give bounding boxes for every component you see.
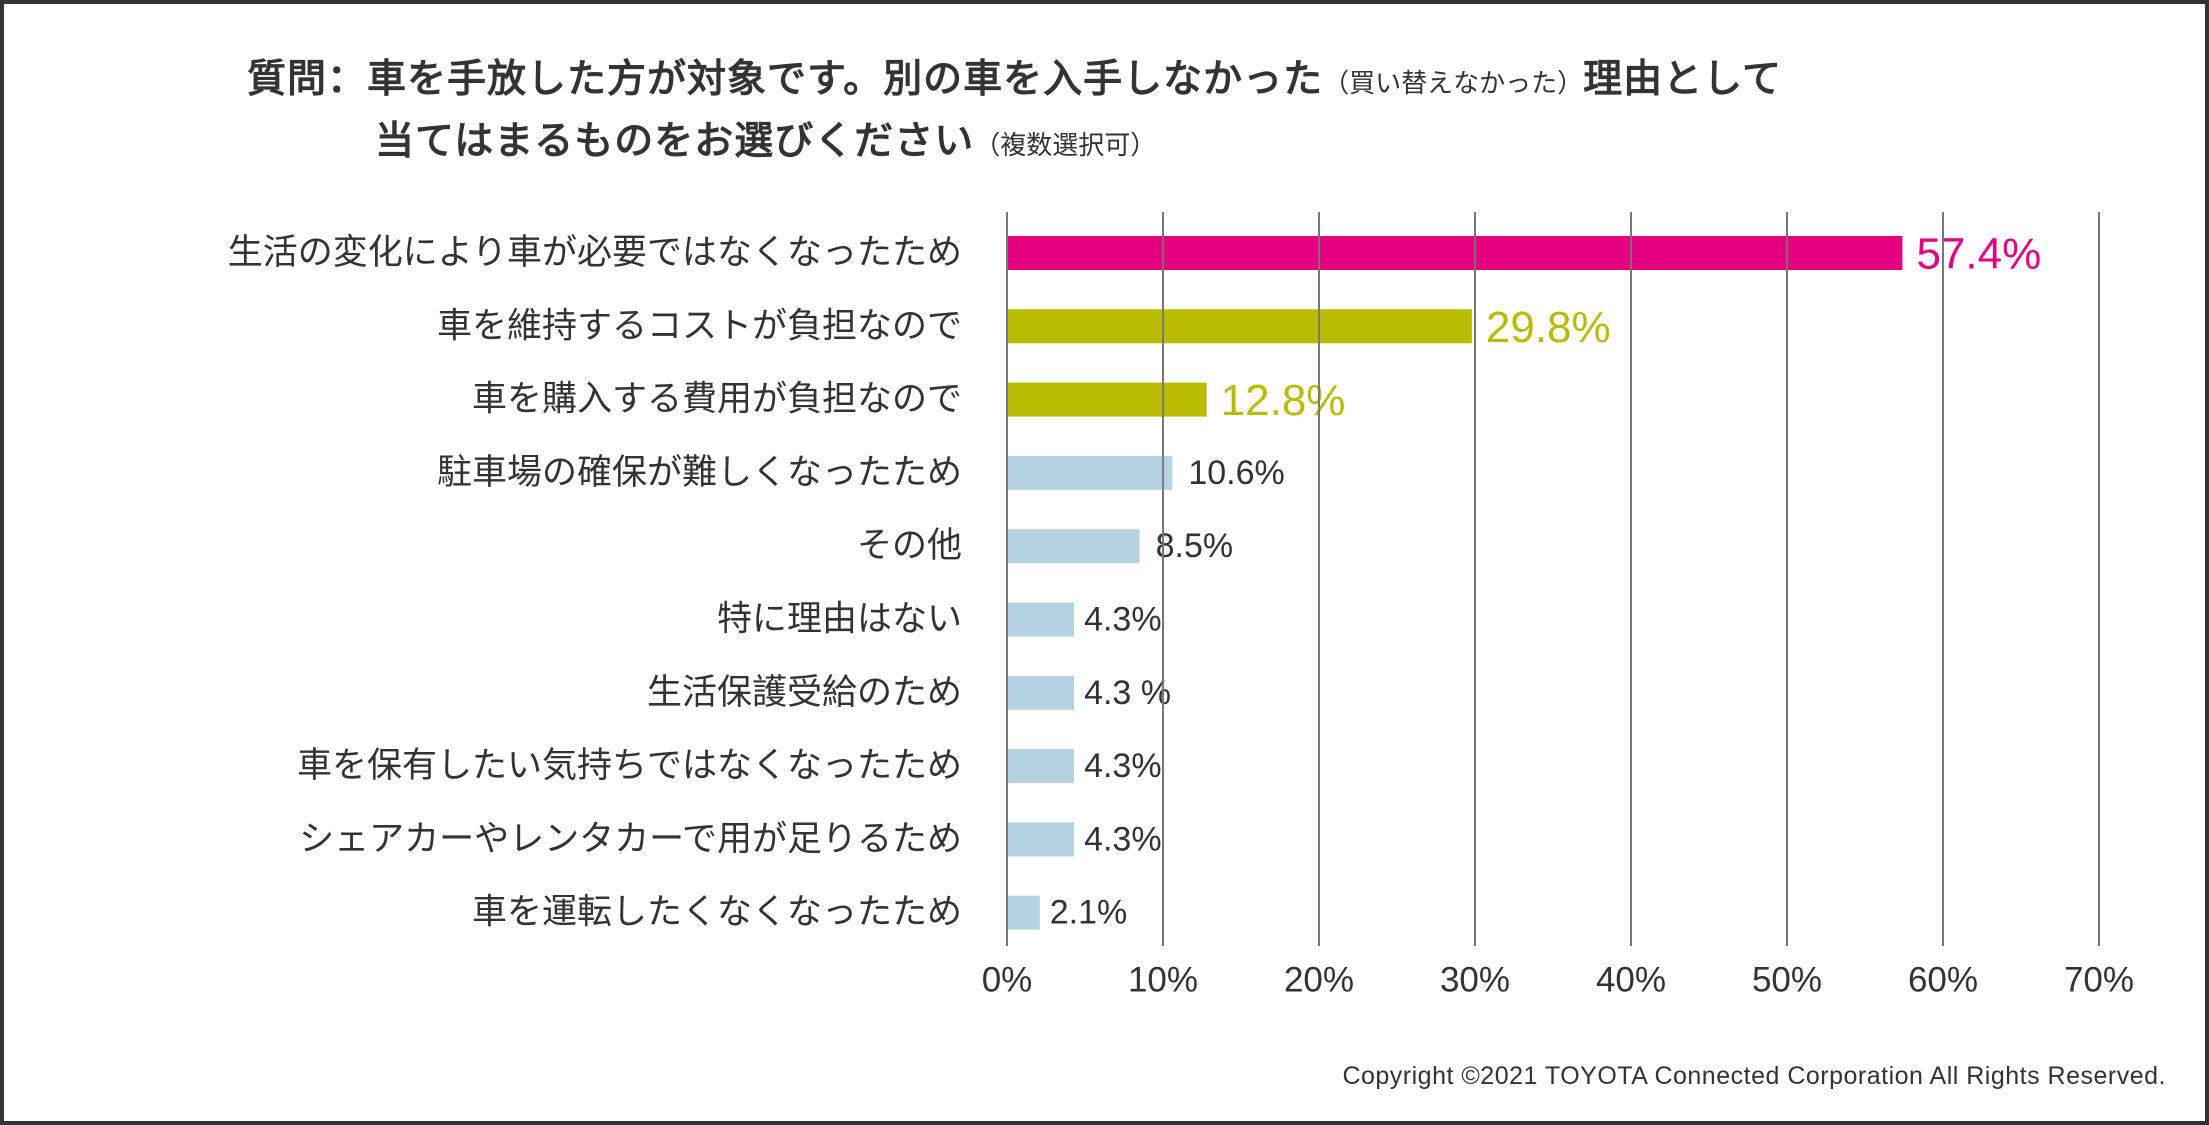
chart-title-line-1: 質問：車を手放した方が対象です。別の車を入手しなかった（買い替えなかった）理由と… bbox=[247, 56, 1782, 108]
bar bbox=[1007, 309, 1472, 344]
category-label: 特に理由はない bbox=[717, 600, 962, 640]
category-label: その他 bbox=[857, 526, 962, 566]
chart-title-line-2: 当てはまるものをお選びください（複数選択可） bbox=[375, 118, 1156, 170]
bar bbox=[1007, 455, 1173, 490]
bar bbox=[1007, 895, 1040, 930]
x-axis-tick-labels: 0% 10% 20% 30% 40% 50% 60% 70% bbox=[982, 961, 2134, 1000]
category-label: 車を保有したい気持ちではなくなったため bbox=[297, 746, 962, 786]
bar bbox=[1007, 602, 1075, 637]
x-tick-label: 60% bbox=[1908, 961, 1978, 1000]
bar bbox=[1007, 675, 1075, 710]
data-label: 4.3% bbox=[1084, 820, 1162, 858]
bar-chart: 生活の変化により車が必要ではなくなったため車を維持するコストが負担なので車を購入… bbox=[228, 212, 2134, 1000]
bar bbox=[1007, 529, 1140, 564]
title-instruction: 当てはまるものをお選びください bbox=[375, 119, 975, 164]
category-label: シェアカーやレンタカーで用が足りるため bbox=[299, 819, 962, 859]
bar bbox=[1007, 236, 1903, 270]
x-tick-label: 0% bbox=[982, 961, 1033, 1000]
data-label: 8.5% bbox=[1156, 527, 1234, 565]
copyright-notice: Copyright ©2021 TOYOTA Connected Corpora… bbox=[1342, 1062, 2166, 1090]
x-tick-label: 40% bbox=[1596, 961, 1666, 1000]
category-labels: 生活の変化により車が必要ではなくなったため車を維持するコストが負担なので車を購入… bbox=[228, 233, 962, 933]
category-label: 駐車場の確保が難しくなったため bbox=[437, 453, 962, 493]
data-label: 4.3 % bbox=[1084, 674, 1171, 712]
title-question: 質問：車を手放した方が対象です。別の車を入手しなかった bbox=[247, 57, 1324, 102]
x-tick-label: 50% bbox=[1752, 961, 1822, 1000]
bar bbox=[1007, 749, 1075, 784]
category-label: 車を購入する費用が負担なので bbox=[472, 380, 962, 420]
x-tick-label: 20% bbox=[1284, 961, 1354, 1000]
data-label: 4.3% bbox=[1084, 601, 1162, 639]
bar bbox=[1007, 382, 1207, 417]
category-label: 車を維持するコストが負担なので bbox=[437, 306, 962, 346]
title-question-end: 理由として bbox=[1583, 57, 1782, 102]
title-multiple-choice-note: （複数選択可） bbox=[974, 131, 1157, 161]
x-tick-label: 70% bbox=[2064, 961, 2134, 1000]
bar bbox=[1007, 822, 1075, 857]
data-label: 2.1% bbox=[1050, 894, 1128, 932]
value-labels: 57.4% 29.8% 12.8% 10.6% 8.5% 4.3% 4.3 % 4.3% 4.3… bbox=[1050, 230, 2041, 932]
gridlines-front bbox=[1006, 212, 2100, 946]
category-label: 生活の変化により車が必要ではなくなったため bbox=[228, 233, 962, 273]
x-tick-label: 30% bbox=[1440, 961, 1510, 1000]
data-label: 10.6% bbox=[1188, 454, 1284, 492]
category-label: 生活保護受給のため bbox=[647, 673, 962, 713]
data-label: 4.3% bbox=[1084, 747, 1162, 785]
data-label: 29.8% bbox=[1486, 303, 1611, 352]
bars bbox=[1007, 236, 1903, 930]
title-parenthetical: （買い替えなかった） bbox=[1323, 69, 1584, 99]
x-tick-label: 10% bbox=[1128, 961, 1198, 1000]
category-label: 車を運転したくなくなったため bbox=[472, 893, 962, 933]
data-label: 57.4% bbox=[1916, 230, 2041, 279]
data-label: 12.8% bbox=[1221, 376, 1346, 425]
